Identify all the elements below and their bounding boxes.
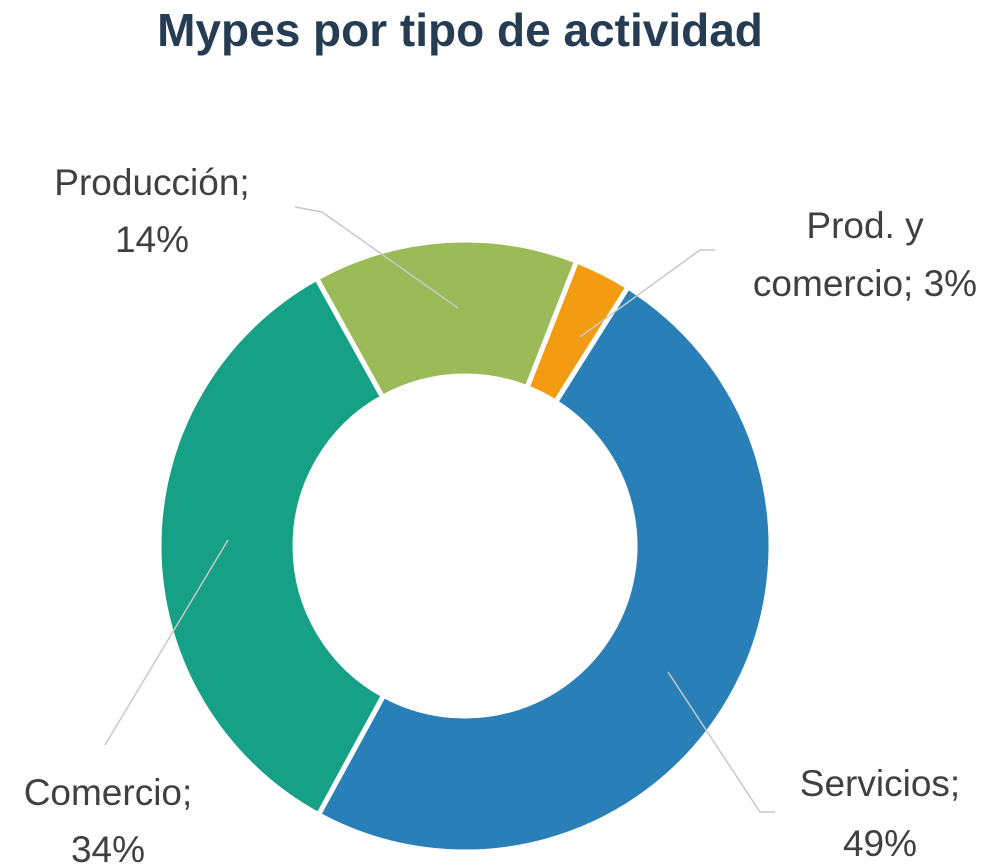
- donut-slice: [313, 237, 580, 401]
- donut-slice: [156, 274, 388, 819]
- data-label: comercio; 3%: [753, 263, 977, 304]
- data-label: Servicios;: [800, 763, 960, 804]
- data-label: Producción;: [54, 162, 249, 203]
- chart-title: Mypes por tipo de actividad: [157, 4, 763, 56]
- data-label: 14%: [115, 219, 189, 260]
- data-label: 34%: [71, 829, 145, 867]
- leader-line: [294, 206, 459, 309]
- leader-line: [104, 539, 229, 746]
- data-label: 49%: [843, 823, 917, 864]
- data-label: Prod. y: [806, 205, 924, 246]
- leader-line: [667, 671, 775, 813]
- data-label: Comercio;: [24, 772, 193, 813]
- donut-slice: [315, 283, 774, 855]
- leader-line: [579, 249, 715, 338]
